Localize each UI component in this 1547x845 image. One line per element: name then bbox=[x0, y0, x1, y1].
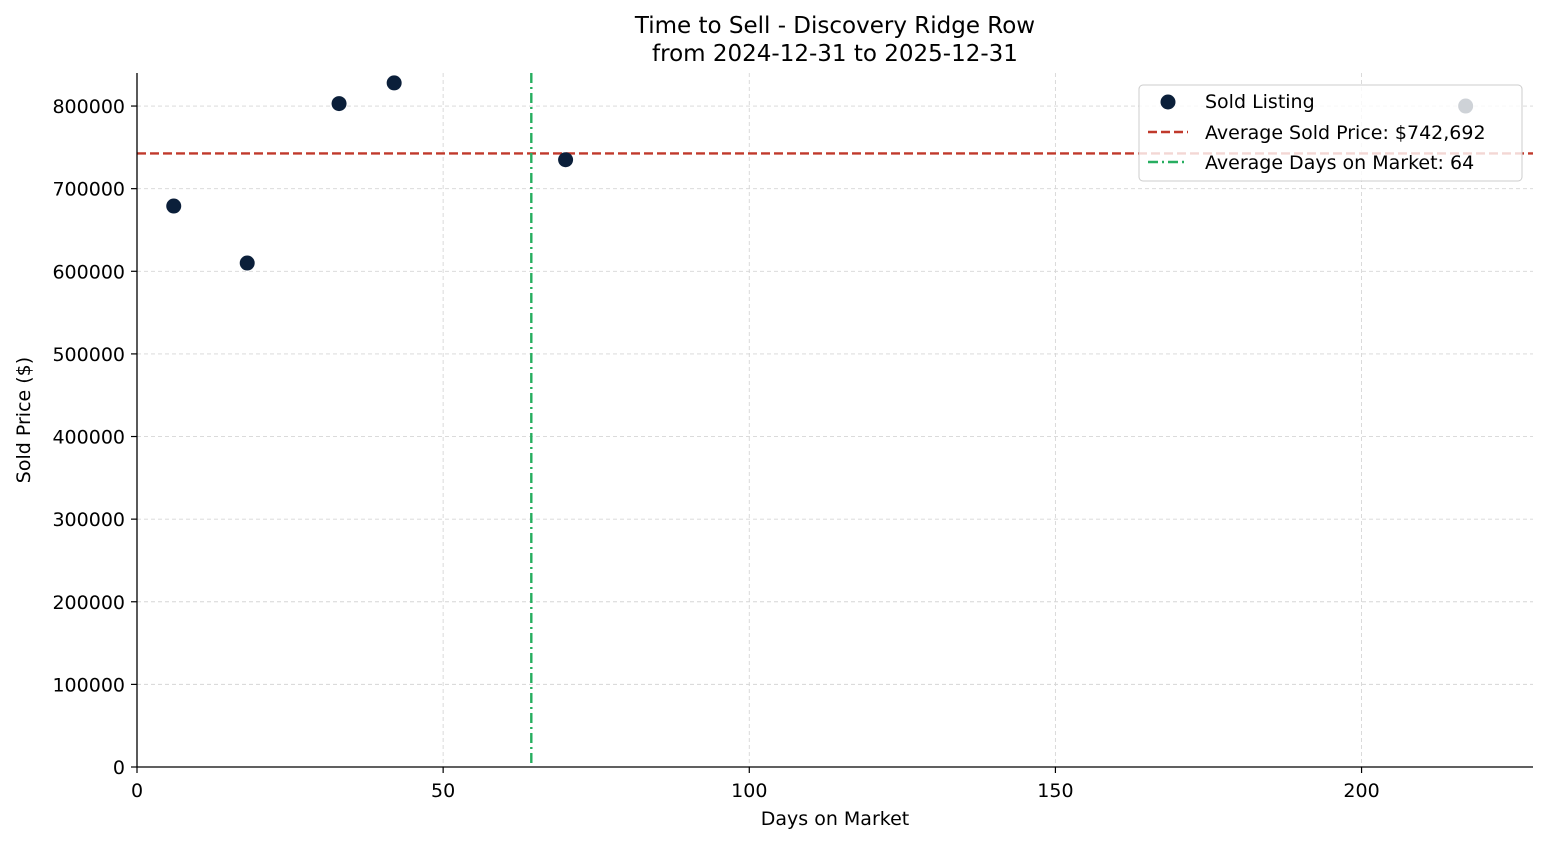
legend-label-avg-price: Average Sold Price: $742,692 bbox=[1205, 122, 1486, 144]
data-point bbox=[239, 255, 255, 271]
data-point bbox=[166, 198, 182, 214]
y-tick-label: 500000 bbox=[52, 344, 125, 366]
legend: Sold Listing Average Sold Price: $742,69… bbox=[1138, 84, 1523, 182]
x-tick-label: 100 bbox=[731, 780, 767, 802]
y-tick-label: 200000 bbox=[52, 592, 125, 614]
x-tick-label: 200 bbox=[1343, 780, 1379, 802]
ticks: 0 50 100 150 200 0 100000 200000 300000 400000 500… bbox=[52, 96, 1379, 802]
legend-label-avg-days: Average Days on Market: 64 bbox=[1205, 152, 1474, 174]
data-point bbox=[558, 152, 574, 168]
chart-title-line1: Time to Sell - Discovery Ridge Row bbox=[634, 13, 1035, 39]
x-tick-label: 0 bbox=[131, 780, 143, 802]
y-tick-label: 0 bbox=[113, 757, 125, 779]
y-tick-label: 100000 bbox=[52, 674, 125, 696]
legend-label-sold-listing: Sold Listing bbox=[1205, 91, 1315, 113]
points bbox=[166, 75, 1474, 271]
y-tick-label: 300000 bbox=[52, 509, 125, 531]
y-tick-label: 600000 bbox=[52, 261, 125, 283]
x-tick-label: 50 bbox=[431, 780, 455, 802]
y-axis-label: Sold Price ($) bbox=[13, 357, 35, 483]
data-point bbox=[331, 96, 347, 112]
legend-box bbox=[1138, 84, 1523, 182]
x-axis-label: Days on Market bbox=[761, 808, 909, 830]
y-tick-label: 400000 bbox=[52, 427, 125, 449]
chart-title-line2: from 2024-12-31 to 2025-12-31 bbox=[652, 41, 1018, 67]
data-point bbox=[386, 75, 402, 91]
x-tick-label: 150 bbox=[1037, 780, 1073, 802]
y-tick-label: 800000 bbox=[52, 96, 125, 118]
y-tick-label: 700000 bbox=[52, 179, 125, 201]
legend-marker-sold-listing bbox=[1160, 94, 1176, 110]
grid bbox=[137, 73, 1533, 767]
